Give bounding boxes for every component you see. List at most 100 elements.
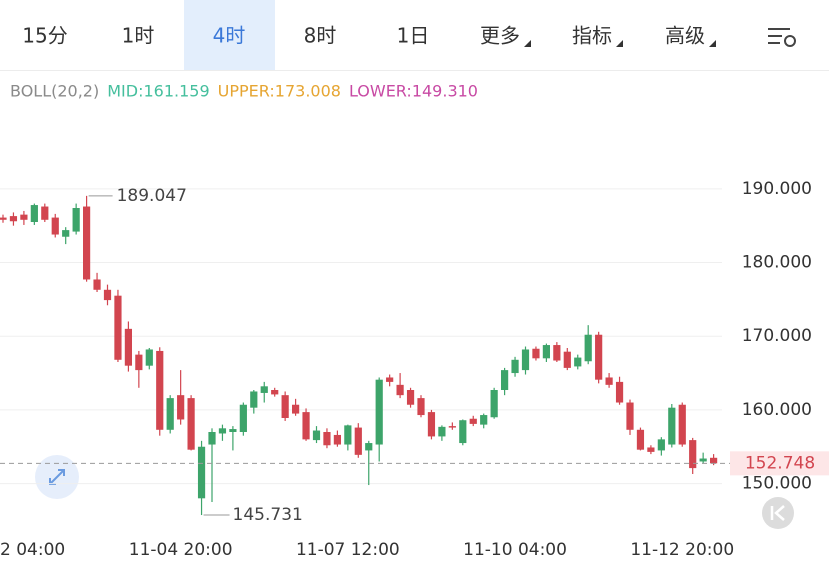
- candle-body: [208, 432, 216, 445]
- candle-body: [480, 415, 488, 425]
- candle-body: [197, 446, 206, 499]
- candle-body: [62, 230, 70, 237]
- candle-body: [501, 370, 509, 390]
- candle-body: [542, 345, 550, 359]
- candle-body: [30, 205, 38, 222]
- candle-body: [93, 279, 101, 290]
- y-tick-label: 160.000: [742, 400, 812, 420]
- candle-body: [636, 429, 645, 450]
- candle-body: [365, 443, 373, 451]
- candle-body: [302, 412, 310, 440]
- candle-body: [699, 458, 707, 462]
- candle-body: [20, 214, 28, 220]
- candle-body: [459, 420, 467, 444]
- candle-body: [532, 348, 540, 359]
- selected-tab-bg: [184, 0, 275, 70]
- candle-body: [657, 439, 665, 451]
- candle-body: [521, 349, 530, 371]
- candle-body: [250, 391, 258, 408]
- last-price-label: 152.748: [745, 453, 815, 473]
- candle-body: [218, 428, 227, 434]
- tab[interactable]: 高级: [665, 24, 705, 48]
- candle-body: [595, 334, 603, 380]
- candle-body: [103, 289, 112, 301]
- candle-body: [553, 345, 561, 361]
- candle-body: [626, 402, 634, 430]
- candle-body: [166, 398, 174, 430]
- y-tick-label: 190.000: [742, 179, 812, 199]
- candle-body: [375, 379, 383, 445]
- candle-body: [333, 434, 341, 445]
- dropdown-caret: [709, 40, 716, 47]
- candle-body: [584, 334, 592, 362]
- tab[interactable]: 8时: [304, 24, 337, 48]
- candle-body: [51, 217, 59, 235]
- candle-body: [448, 426, 456, 428]
- candle-body: [417, 398, 425, 416]
- tab[interactable]: 1日: [397, 24, 430, 48]
- candle-body: [469, 418, 477, 424]
- scroll-to-latest-button[interactable]: [762, 497, 794, 529]
- candle-body: [689, 440, 697, 469]
- candle-body: [292, 404, 300, 414]
- candle-body: [281, 395, 289, 418]
- candle-body: [83, 206, 91, 280]
- candle-body: [427, 412, 436, 437]
- candle-body: [386, 377, 394, 382]
- indicator-label: BOLL(20,2): [10, 82, 99, 101]
- candle-body: [615, 381, 624, 403]
- x-tick-label: 11-07 12:00: [296, 540, 400, 560]
- candle-body: [114, 295, 122, 360]
- candle-body: [511, 359, 519, 374]
- candle-body: [229, 429, 237, 432]
- tab[interactable]: 1时: [122, 24, 155, 48]
- x-tick-label: 11-12 20:00: [630, 540, 734, 560]
- tab[interactable]: 更多: [480, 24, 520, 48]
- candle-body: [156, 350, 164, 430]
- candle-body: [239, 404, 247, 432]
- y-tick-label: 150.000: [742, 474, 812, 494]
- candle-body: [323, 432, 331, 446]
- candle-body: [563, 351, 571, 368]
- x-tick-label: 11-10 04:00: [463, 540, 567, 560]
- max-label: 189.047: [117, 186, 187, 206]
- candle-body: [396, 384, 404, 396]
- x-tick-label: 11-04 20:00: [129, 540, 233, 560]
- y-tick-label: 180.000: [742, 253, 812, 273]
- candle-body: [177, 395, 185, 420]
- dropdown-caret: [524, 40, 531, 47]
- candle-body: [605, 377, 613, 385]
- candle-body: [41, 206, 49, 220]
- min-label: 145.731: [233, 505, 303, 525]
- x-tick-label: 2 04:00: [0, 540, 65, 560]
- tab[interactable]: 4时: [213, 24, 246, 48]
- tab[interactable]: 指标: [572, 24, 612, 48]
- candle-body: [668, 407, 676, 445]
- candle-body: [344, 425, 352, 445]
- candle-body: [710, 457, 718, 464]
- last-price-box: [730, 451, 829, 476]
- expand-button[interactable]: [35, 455, 79, 499]
- legend-entry: UPPER:173.008: [218, 82, 341, 101]
- legend-entry: LOWER:149.310: [349, 82, 478, 101]
- candle-body: [438, 426, 446, 437]
- candle-body: [647, 447, 655, 452]
- settings-icon[interactable]: [768, 28, 796, 47]
- candle-body: [574, 357, 582, 367]
- tab[interactable]: 15分: [22, 24, 67, 48]
- dropdown-caret: [616, 40, 623, 47]
- candle-body: [0, 217, 7, 220]
- candle-body: [260, 386, 268, 393]
- candle-body: [678, 404, 686, 445]
- candle-body: [135, 354, 143, 371]
- candle-body: [490, 390, 498, 418]
- candle-body: [312, 430, 321, 441]
- candle-body: [145, 349, 153, 366]
- candle-body: [187, 398, 195, 450]
- candle-body: [354, 427, 362, 455]
- plot: [0, 188, 722, 516]
- legend-entry: MID:161.159: [107, 82, 209, 101]
- candle-body: [271, 390, 279, 395]
